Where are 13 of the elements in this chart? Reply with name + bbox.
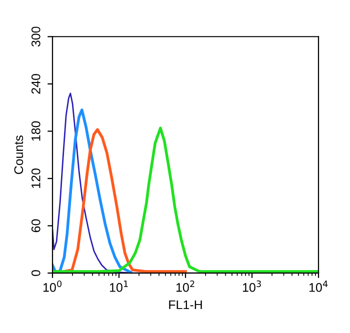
x-tick-label: 10$^{1}$ <box>110 280 128 292</box>
y-tick-label: 0 <box>31 270 40 276</box>
x-axis-title: FL1-H <box>169 300 202 310</box>
x-tick-label: 10$^{4}$ <box>309 280 328 292</box>
y-axis-title: Counts <box>14 135 24 174</box>
x-tick-label: 10$^{2}$ <box>176 280 194 292</box>
x-tick-label: 10$^{0}$ <box>43 280 62 292</box>
y-tick-label: 240 <box>31 74 40 94</box>
y-tick-label: 300 <box>31 26 40 47</box>
y-tick-label: 120 <box>31 168 40 188</box>
y-tick-label: 60 <box>31 219 40 232</box>
y-tick-label: 180 <box>31 121 40 141</box>
x-tick-label: 10$^{3}$ <box>242 280 261 292</box>
